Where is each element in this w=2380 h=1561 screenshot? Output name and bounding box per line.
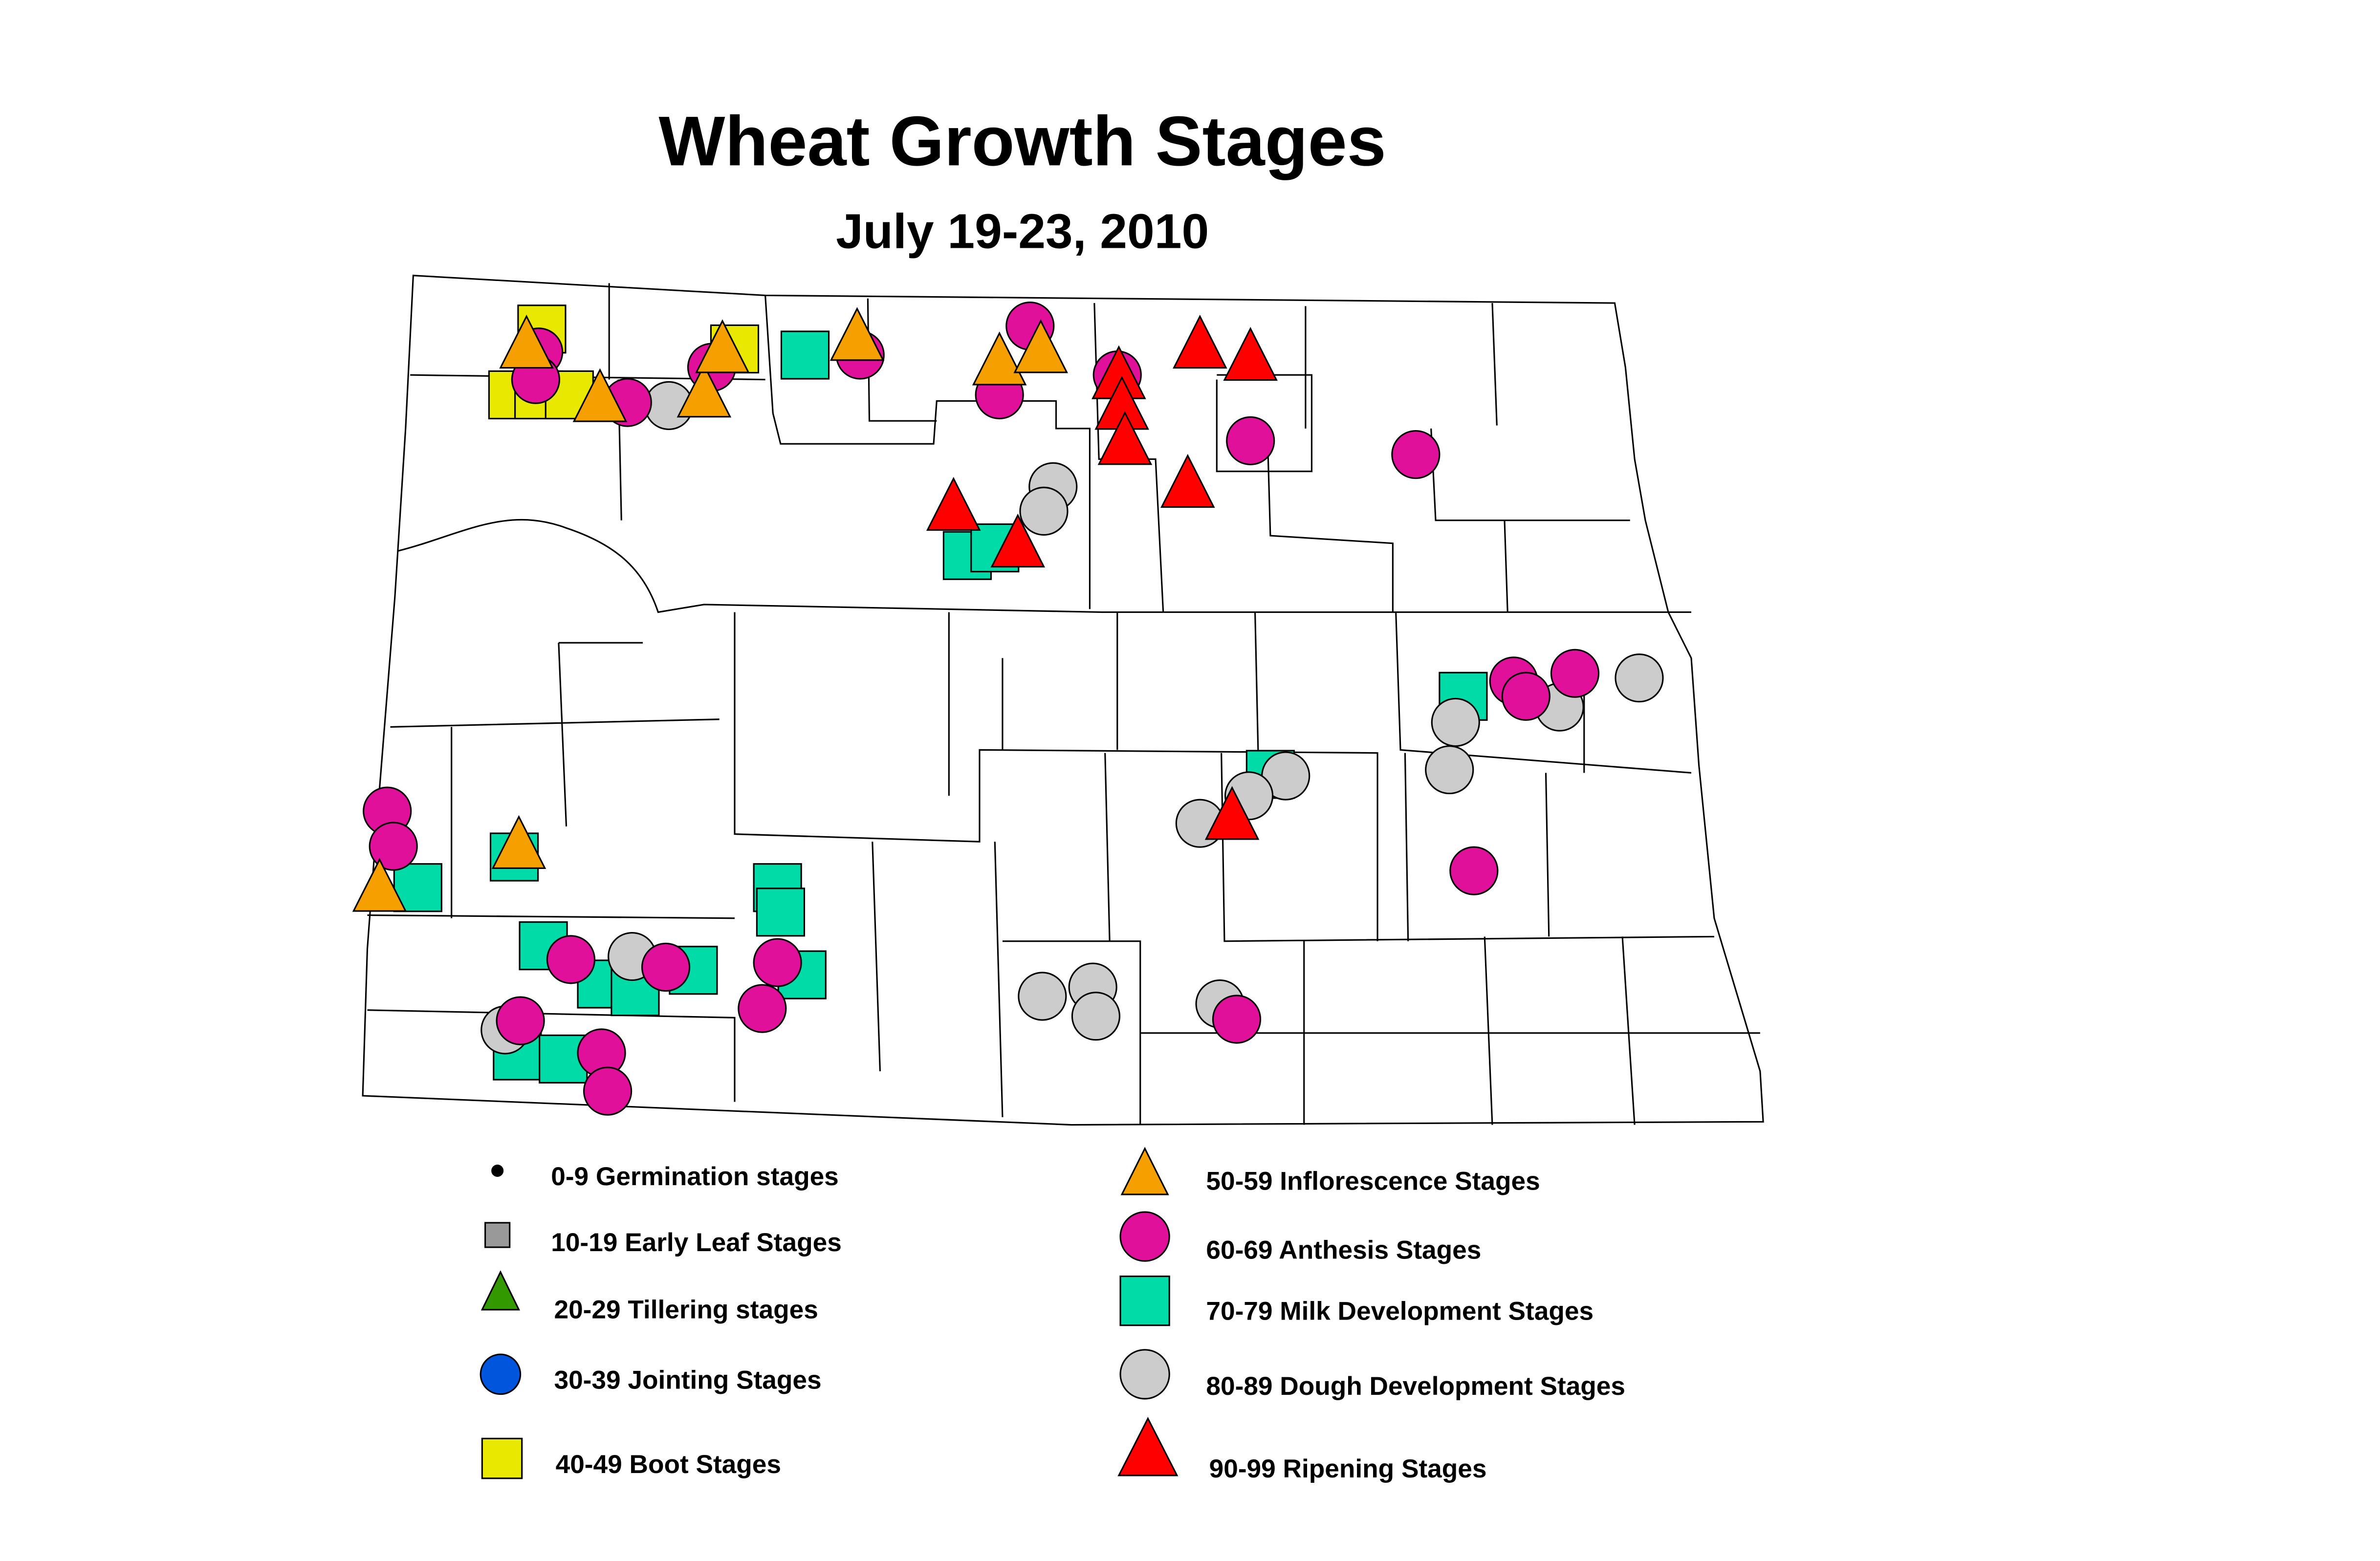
- observation-markers: [352, 301, 1664, 1116]
- observation-marker: [1449, 846, 1499, 895]
- observation-marker: [1223, 326, 1278, 381]
- legend-marker: [484, 1222, 511, 1248]
- legend-label: 80-89 Dough Development Stages: [1206, 1372, 1625, 1401]
- observation-marker: [1615, 653, 1664, 703]
- observation-marker: [491, 815, 546, 869]
- subtitle: July 19-23, 2010: [836, 204, 1209, 259]
- observation-marker: [1501, 672, 1550, 721]
- legend-marker: [1120, 1147, 1169, 1195]
- observation-marker: [1212, 995, 1262, 1044]
- observation-marker: [1431, 697, 1480, 747]
- observation-marker: [583, 1066, 633, 1116]
- observation-marker: [1391, 430, 1441, 479]
- legend-label: 0-9 Germination stages: [551, 1162, 839, 1191]
- observation-marker: [1018, 972, 1067, 1021]
- legend-label: 60-69 Anthesis Stages: [1206, 1236, 1481, 1264]
- legend-marker: [480, 1353, 522, 1395]
- observation-marker: [546, 935, 596, 984]
- legend-label: 50-59 Inflorescence Stages: [1206, 1167, 1540, 1196]
- observation-marker: [496, 996, 545, 1045]
- observation-marker: [780, 330, 830, 380]
- observation-marker: [990, 513, 1046, 568]
- observation-marker: [695, 319, 750, 373]
- legend-marker: [481, 1437, 523, 1479]
- observation-marker: [830, 307, 885, 361]
- legend-marker: [1119, 1211, 1170, 1262]
- legend-label: 30-39 Jointing Stages: [554, 1366, 821, 1395]
- observation-marker: [499, 314, 554, 369]
- observation-marker: [738, 984, 787, 1033]
- observation-marker: [641, 942, 691, 992]
- observation-marker: [1013, 319, 1068, 373]
- observation-marker: [753, 938, 802, 987]
- observation-marker: [756, 888, 806, 937]
- observation-marker: [1097, 411, 1153, 465]
- observation-marker: [1226, 416, 1275, 465]
- observation-marker: [677, 364, 732, 418]
- legend-label: 70-79 Milk Development Stages: [1206, 1297, 1594, 1326]
- observation-marker: [1425, 745, 1474, 795]
- observation-marker: [972, 331, 1027, 386]
- legend-label: 20-29 Tillering stages: [554, 1296, 818, 1324]
- observation-marker: [352, 858, 407, 912]
- legend-label: 90-99 Ripening Stages: [1209, 1454, 1487, 1483]
- observation-marker: [1173, 314, 1227, 369]
- observation-marker: [1071, 992, 1121, 1041]
- legend-marker: [491, 1164, 504, 1177]
- legend-marker: [480, 1270, 520, 1311]
- observation-marker: [572, 368, 628, 422]
- legend-label: 10-19 Early Leaf Stages: [551, 1228, 842, 1257]
- legend-marker: [1119, 1349, 1170, 1400]
- title: Wheat Growth Stages: [658, 102, 1386, 180]
- observation-marker: [926, 477, 981, 531]
- legend-marker: [1117, 1416, 1179, 1476]
- observation-marker: [1204, 786, 1260, 840]
- observation-marker: [1550, 649, 1600, 698]
- legend-marker: [1119, 1275, 1170, 1326]
- observation-marker: [369, 822, 418, 871]
- observation-marker: [1160, 454, 1215, 508]
- legend: 0-9 Germination stages 10-19 Early Leaf S…: [480, 1147, 1625, 1483]
- observation-marker: [1019, 486, 1069, 536]
- legend-label: 40-49 Boot Stages: [556, 1450, 781, 1479]
